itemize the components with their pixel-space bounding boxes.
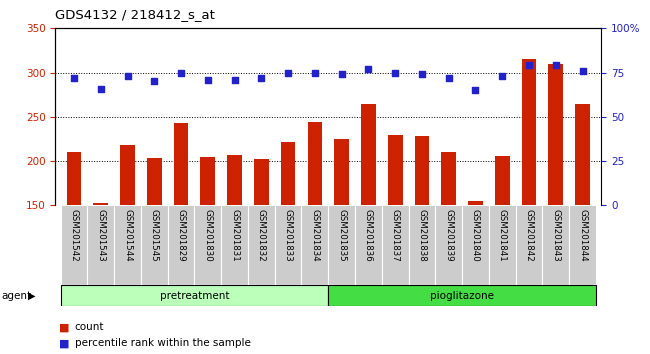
Text: ▶: ▶ bbox=[28, 291, 36, 301]
Bar bbox=[87, 205, 114, 285]
Point bbox=[283, 70, 293, 75]
Text: GSM201544: GSM201544 bbox=[123, 209, 132, 262]
Text: GSM201838: GSM201838 bbox=[417, 209, 426, 262]
Text: GSM201543: GSM201543 bbox=[96, 209, 105, 262]
Bar bbox=[221, 205, 248, 285]
Text: GSM201829: GSM201829 bbox=[177, 209, 185, 262]
Point bbox=[390, 70, 400, 75]
Bar bbox=[281, 142, 296, 205]
Bar bbox=[468, 201, 483, 205]
Text: percentile rank within the sample: percentile rank within the sample bbox=[75, 338, 251, 348]
Point bbox=[256, 75, 266, 81]
Text: GSM201841: GSM201841 bbox=[498, 209, 507, 262]
Bar bbox=[328, 285, 596, 306]
Point bbox=[96, 86, 106, 91]
Text: GSM201542: GSM201542 bbox=[70, 209, 79, 262]
Bar bbox=[462, 205, 489, 285]
Bar bbox=[147, 158, 162, 205]
Bar bbox=[388, 135, 402, 205]
Text: GSM201830: GSM201830 bbox=[203, 209, 213, 262]
Bar bbox=[542, 205, 569, 285]
Bar bbox=[382, 205, 409, 285]
Text: GSM201836: GSM201836 bbox=[364, 209, 373, 262]
Bar bbox=[141, 205, 168, 285]
Text: ■: ■ bbox=[58, 322, 69, 332]
Text: GDS4132 / 218412_s_at: GDS4132 / 218412_s_at bbox=[55, 8, 215, 21]
Bar bbox=[515, 205, 542, 285]
Bar bbox=[355, 205, 382, 285]
Bar bbox=[168, 205, 194, 285]
Bar bbox=[307, 122, 322, 205]
Point bbox=[443, 75, 454, 81]
Text: GSM201837: GSM201837 bbox=[391, 209, 400, 262]
Bar bbox=[436, 205, 462, 285]
Text: GSM201835: GSM201835 bbox=[337, 209, 346, 262]
Bar bbox=[200, 156, 215, 205]
Point bbox=[497, 73, 508, 79]
Text: GSM201833: GSM201833 bbox=[283, 209, 292, 262]
Point bbox=[337, 72, 347, 77]
Bar bbox=[254, 159, 268, 205]
Bar bbox=[174, 123, 188, 205]
Text: GSM201832: GSM201832 bbox=[257, 209, 266, 262]
Bar bbox=[302, 205, 328, 285]
Bar bbox=[194, 205, 221, 285]
Bar bbox=[248, 205, 275, 285]
Point bbox=[524, 63, 534, 68]
Text: agent: agent bbox=[1, 291, 31, 301]
Bar bbox=[522, 59, 536, 205]
Point bbox=[309, 70, 320, 75]
Point bbox=[176, 70, 187, 75]
Bar bbox=[409, 205, 436, 285]
Bar bbox=[361, 103, 376, 205]
Text: GSM201842: GSM201842 bbox=[525, 209, 534, 262]
Point bbox=[470, 87, 480, 93]
Bar bbox=[441, 152, 456, 205]
Point bbox=[229, 77, 240, 82]
Bar bbox=[334, 139, 349, 205]
Bar bbox=[114, 205, 141, 285]
Text: GSM201839: GSM201839 bbox=[444, 209, 453, 262]
Bar bbox=[489, 205, 515, 285]
Text: GSM201831: GSM201831 bbox=[230, 209, 239, 262]
Point bbox=[363, 66, 374, 72]
Bar bbox=[94, 202, 108, 205]
Bar bbox=[60, 205, 87, 285]
Point bbox=[69, 75, 79, 81]
Text: pioglitazone: pioglitazone bbox=[430, 291, 494, 301]
Bar bbox=[60, 285, 328, 306]
Bar bbox=[227, 155, 242, 205]
Bar bbox=[275, 205, 302, 285]
Point bbox=[203, 77, 213, 82]
Text: GSM201843: GSM201843 bbox=[551, 209, 560, 262]
Text: GSM201844: GSM201844 bbox=[578, 209, 587, 262]
Point bbox=[577, 68, 588, 74]
Point bbox=[149, 79, 159, 84]
Text: GSM201545: GSM201545 bbox=[150, 209, 159, 262]
Text: ■: ■ bbox=[58, 338, 69, 348]
Point bbox=[551, 63, 561, 68]
Bar bbox=[569, 205, 596, 285]
Bar bbox=[415, 136, 429, 205]
Bar bbox=[67, 152, 81, 205]
Text: GSM201834: GSM201834 bbox=[310, 209, 319, 262]
Bar bbox=[549, 64, 563, 205]
Text: pretreatment: pretreatment bbox=[160, 291, 229, 301]
Bar bbox=[328, 205, 355, 285]
Text: GSM201840: GSM201840 bbox=[471, 209, 480, 262]
Bar bbox=[575, 103, 590, 205]
Point bbox=[122, 73, 133, 79]
Text: count: count bbox=[75, 322, 104, 332]
Point bbox=[417, 72, 427, 77]
Bar bbox=[495, 156, 510, 205]
Bar bbox=[120, 145, 135, 205]
